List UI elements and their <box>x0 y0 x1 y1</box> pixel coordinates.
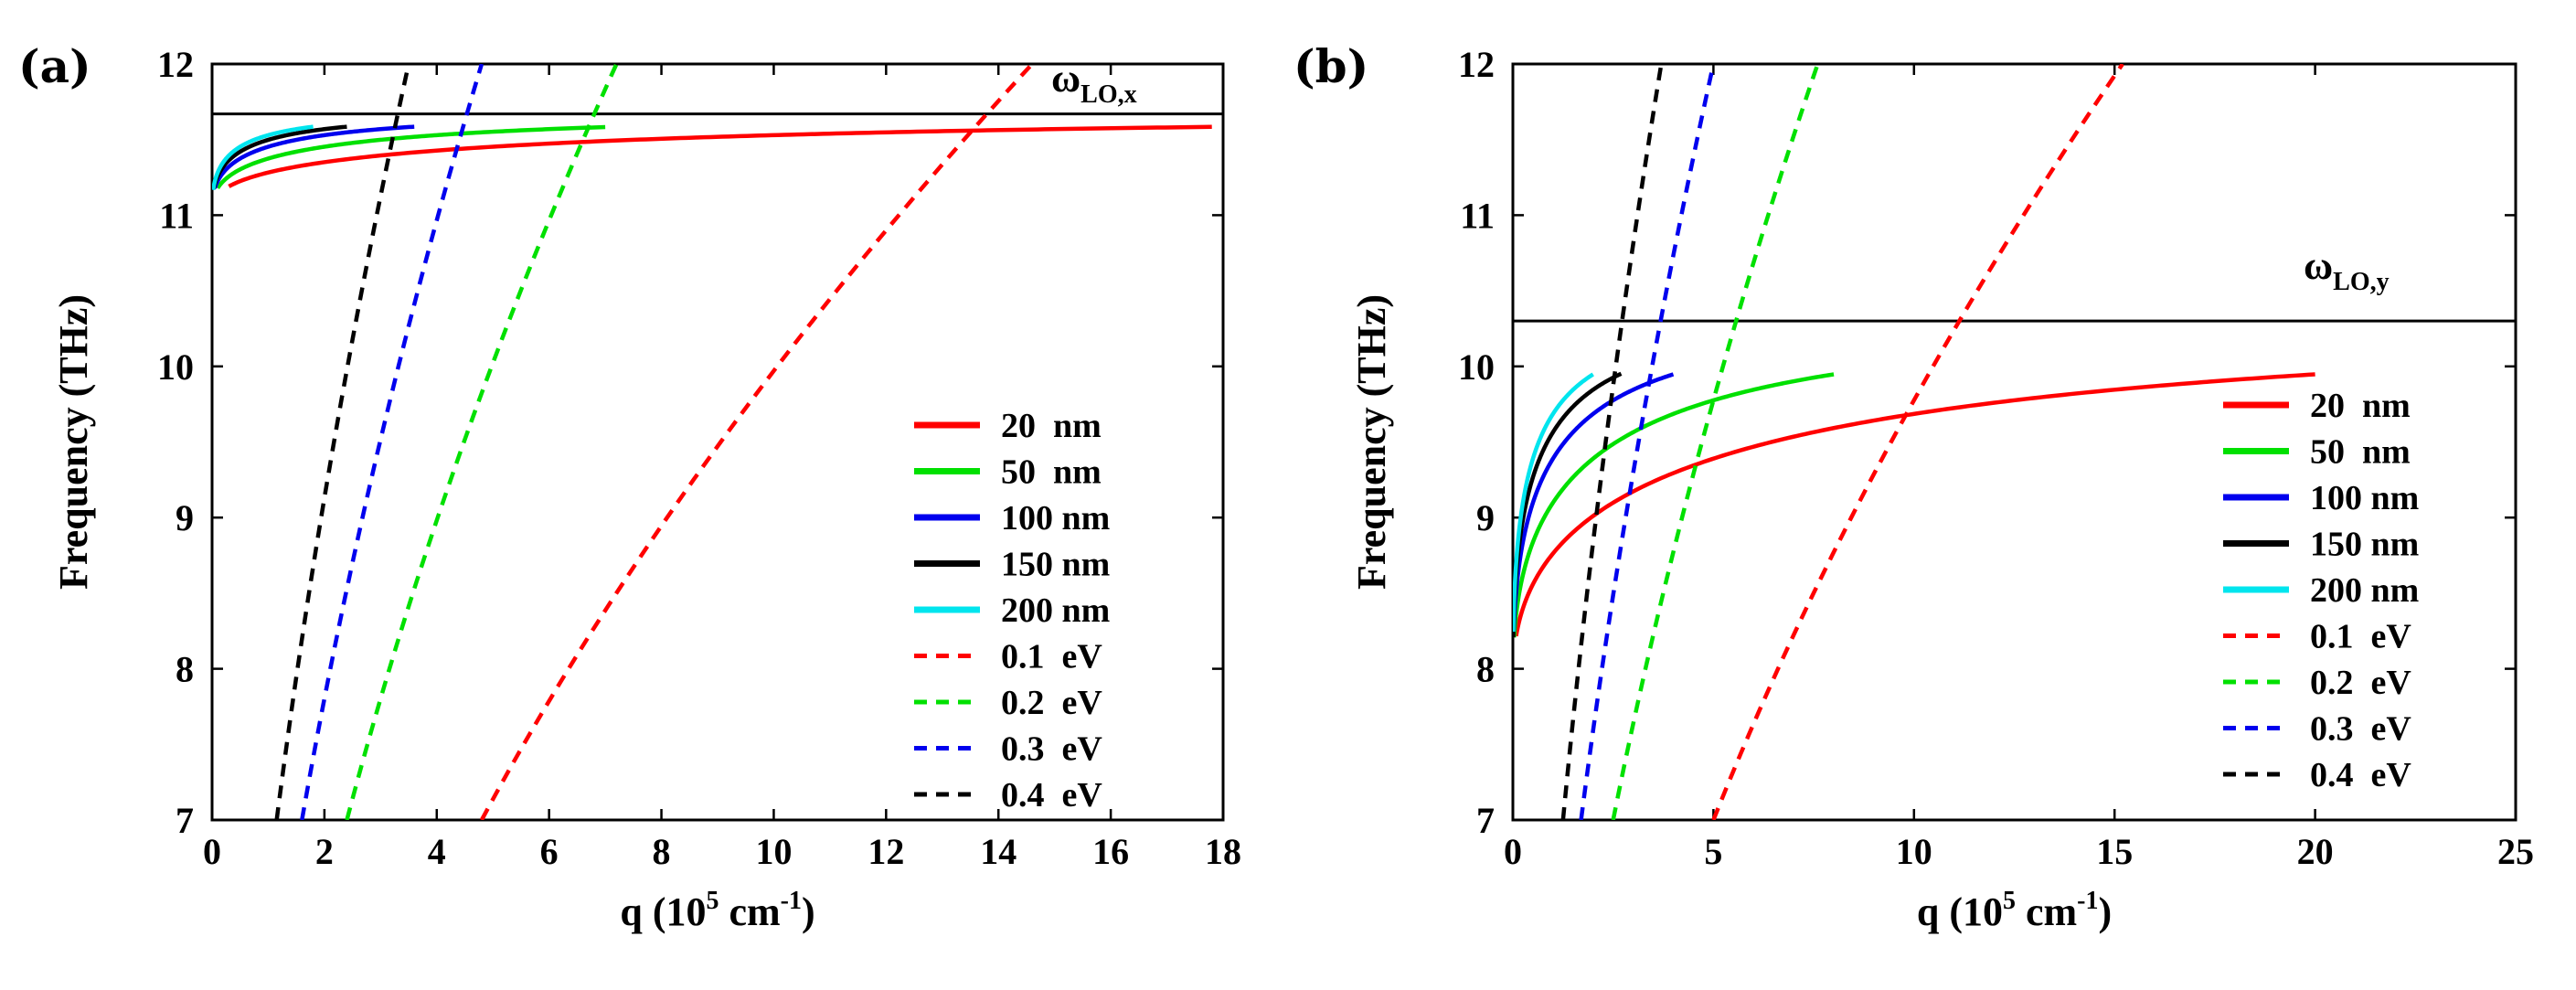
x-tick-label: 20 <box>2297 831 2334 872</box>
x-axis-label: q (105 cm-1) <box>1917 887 2112 934</box>
legend-label: 0.2 eV <box>2310 664 2411 702</box>
series-line-0.3-eV <box>300 64 484 820</box>
x-tick-label: 10 <box>755 831 792 872</box>
legend-label: 0.3 eV <box>2310 710 2411 749</box>
panel-a: 0 2 4 6 8 10 12 14 16 18 7 8 9 10 11 12 q (105 cm-1) Freq… <box>18 39 1241 934</box>
legend-label: 0.3 eV <box>1001 730 1102 769</box>
legend-label: 150 nm <box>1001 546 1110 584</box>
x-tick-label: 8 <box>653 831 671 872</box>
legend-label: 0.1 eV <box>2310 618 2411 656</box>
legend-label: 0.1 eV <box>1001 638 1102 676</box>
legend-label: 50 nm <box>1001 453 1102 492</box>
x-tick-label: 25 <box>2497 831 2534 872</box>
series-line-150-nm <box>212 124 347 190</box>
y-tick-label: 7 <box>1476 800 1495 841</box>
x-tick-label: 0 <box>203 831 221 872</box>
x-tick-label: 0 <box>1504 831 1522 872</box>
series-line-0.4-eV <box>1560 64 1664 820</box>
x-tick-label: 16 <box>1092 831 1129 872</box>
x-tick-label: 5 <box>1704 831 1722 872</box>
series-line-50-nm <box>1513 372 1835 638</box>
legend-label: 0.4 eV <box>2310 756 2411 794</box>
y-tick-label: 9 <box>1476 497 1495 538</box>
legend-label: 20 nm <box>2310 387 2411 425</box>
y-tick-label: 8 <box>1476 649 1495 690</box>
series-line-0.1-eV <box>1711 64 2124 820</box>
plot-frame <box>210 62 1225 822</box>
x-tick-label: 14 <box>980 831 1017 872</box>
y-axis-label: Frequency (THz) <box>1349 294 1394 590</box>
series-line-0.1-eV <box>479 64 1034 820</box>
legend-label: 200 nm <box>2310 571 2419 610</box>
y-tick-label: 9 <box>176 497 194 538</box>
y-tick-label: 12 <box>1458 44 1495 85</box>
x-axis-label: q (105 cm-1) <box>620 887 814 934</box>
legend-label: 100 nm <box>1001 499 1110 538</box>
series-line-100-nm <box>1513 372 1675 633</box>
panel-label: (a) <box>18 39 91 93</box>
x-tick-label: 6 <box>540 831 559 872</box>
y-tick-label: 12 <box>157 44 194 85</box>
y-tick-label: 10 <box>1458 346 1495 388</box>
legend-label: 0.2 eV <box>1001 684 1102 722</box>
y-tick-label: 8 <box>176 649 194 690</box>
series-line-100-nm <box>212 124 415 189</box>
series-line-50-nm <box>216 124 606 189</box>
lo-label: ωLO,y <box>2304 243 2390 296</box>
x-tick-label: 2 <box>315 831 334 872</box>
series-line-200-nm <box>212 124 314 190</box>
plot-frame <box>1511 62 2517 822</box>
series-line-20-nm <box>1514 372 2315 637</box>
series-group <box>1513 64 2315 820</box>
panel-label: (b) <box>1293 39 1368 93</box>
x-tick-label: 18 <box>1205 831 1241 872</box>
x-tick-label: 15 <box>2096 831 2133 872</box>
x-tick-label: 4 <box>428 831 446 872</box>
panel-b: 0 5 10 15 20 25 7 8 9 10 11 12 q (105 cm-1) Frequency… <box>1293 39 2534 934</box>
x-tick-label: 10 <box>1896 831 1932 872</box>
legend-label: 200 nm <box>1001 591 1110 630</box>
series-line-0.2-eV <box>345 64 619 820</box>
legend-label: 50 nm <box>2310 433 2411 472</box>
legend-label: 100 nm <box>2310 479 2419 517</box>
legend-label: 20 nm <box>1001 407 1102 445</box>
series-line-0.3-eV <box>1579 64 1716 820</box>
legend-label: 0.4 eV <box>1001 776 1102 814</box>
series-group <box>212 64 1212 820</box>
y-tick-label: 11 <box>1460 195 1495 236</box>
series-line-200-nm <box>1513 372 1594 633</box>
y-tick-label: 7 <box>176 800 194 841</box>
lo-label: ωLO,x <box>1051 56 1137 109</box>
y-tick-label: 10 <box>157 346 194 388</box>
legend-label: 150 nm <box>2310 526 2419 564</box>
x-tick-label: 12 <box>868 831 904 872</box>
y-tick-label: 11 <box>159 195 194 236</box>
series-line-20-nm <box>228 124 1212 188</box>
y-axis-label: Frequency (THz) <box>51 294 96 590</box>
series-line-0.4-eV <box>274 64 411 820</box>
